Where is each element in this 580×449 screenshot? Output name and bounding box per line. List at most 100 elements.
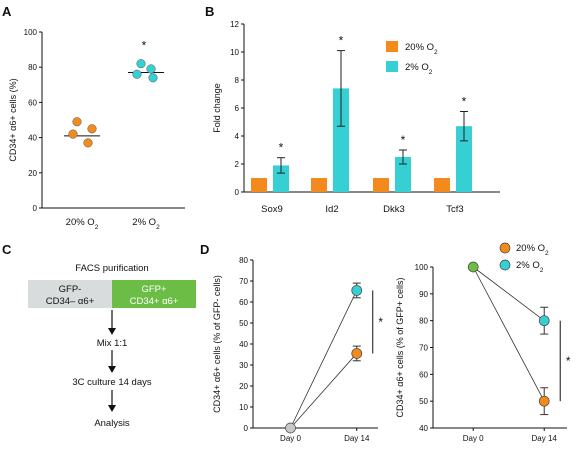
y-tick-label: 40 — [419, 424, 428, 433]
y-tick-label: 80 — [28, 63, 37, 72]
data-point-day0 — [467, 261, 479, 273]
y-tick-label: 0 — [235, 188, 240, 197]
legend-subscript: 2 — [540, 267, 544, 274]
bar-20pct-o2 — [251, 178, 267, 192]
data-point — [136, 59, 146, 69]
legend-marker-2pct — [499, 259, 511, 271]
y-tick-label: 100 — [415, 263, 429, 272]
y-tick-label: 70 — [419, 344, 428, 353]
panel-a-scatter-chart: 0 20 40 60 80 100 CD34+ α6+ cells (%) 20% O2 2% … — [8, 28, 185, 231]
y-tick-label: 80 — [239, 256, 248, 265]
x-category-subscript: 2 — [95, 224, 99, 231]
significance-asterisk: * — [401, 133, 406, 147]
bar-20pct-o2 — [434, 178, 450, 192]
series-line — [290, 353, 358, 429]
y-tick-label: 20 — [28, 169, 37, 178]
flow-arrowhead-2 — [108, 366, 116, 373]
significance-asterisk: * — [378, 315, 383, 329]
y-tick-label: 8 — [235, 76, 240, 85]
significance-asterisk: * — [462, 95, 467, 109]
x-category-subscript: 2 — [156, 224, 160, 231]
significance-asterisk: * — [566, 354, 571, 368]
bar-20pct-o2 — [373, 178, 389, 192]
x-category-label: Id2 — [325, 204, 338, 215]
flow-arrowhead-1 — [108, 328, 116, 335]
gfp-positive-box — [112, 280, 196, 308]
legend-marker-20pct — [499, 242, 511, 254]
legend-label-2pct: 2% O2 — [516, 260, 544, 274]
data-point — [72, 117, 82, 127]
data-point — [68, 129, 78, 139]
data-point-day14 — [538, 395, 550, 407]
y-tick-label: 2 — [235, 160, 240, 169]
data-point — [87, 124, 97, 134]
x-category-label: Day 14 — [532, 434, 558, 443]
y-axis-label: CD34+ α6+ cells (% of GFP- cells) — [212, 275, 222, 413]
series-line — [472, 266, 545, 402]
y-tick-label: 70 — [239, 277, 248, 286]
panel-d-right-line-chart: 40 50 60 70 80 90 100 CD34+ α6+ cells (% of GFP… — [395, 242, 571, 443]
legend-subscript: 2 — [429, 69, 433, 76]
panel-b-bar-chart: 0 2 4 6 8 10 12 Fold change Sox9 * Id2 * Dkk3 * Tcf3 * 2… — [212, 20, 500, 215]
x-category-label: 2% O2 — [132, 217, 160, 231]
panel-letter-c: C — [2, 242, 12, 257]
series-line — [472, 266, 545, 321]
significance-asterisk: * — [142, 39, 147, 53]
flow-arrowhead-3 — [108, 405, 116, 412]
legend-subscript: 2 — [434, 49, 438, 56]
gfp-negative-line2: CD34– α6+ — [46, 296, 95, 307]
legend-label-2pct: 2% O2 — [405, 62, 433, 76]
y-tick-label: 60 — [239, 298, 248, 307]
legend-label-20pct: 20% O2 — [405, 42, 438, 56]
data-point — [83, 138, 93, 148]
x-category-label: Dkk3 — [383, 204, 405, 215]
data-point-day0 — [285, 422, 296, 434]
y-axis-label: CD34+ α6+ cells (%) — [8, 78, 18, 161]
bar-2pct-o2 — [333, 88, 349, 192]
y-tick-label: 20 — [239, 382, 248, 391]
legend-subscript: 2 — [545, 250, 549, 257]
x-category-label: Tcf3 — [446, 204, 463, 215]
series-line — [290, 290, 358, 429]
gfp-positive-line2: CD34+ α6+ — [130, 296, 179, 307]
y-tick-label: 100 — [24, 28, 38, 37]
bar-2pct-o2 — [273, 165, 289, 192]
panel-letter-b: B — [205, 4, 214, 19]
data-point — [148, 73, 158, 83]
gfp-negative-box — [28, 280, 112, 308]
y-axis-label: Fold change — [212, 83, 222, 133]
gfp-negative-line1: GFP- — [59, 284, 82, 295]
data-point-day14 — [351, 285, 363, 296]
data-point — [146, 64, 156, 74]
bar-2pct-o2 — [456, 126, 472, 192]
data-point — [132, 69, 142, 79]
y-tick-label: 40 — [28, 134, 37, 143]
y-axis-label: CD34+ α6+ cells (% of GFP+ cells) — [395, 277, 405, 417]
x-category-label: Day 14 — [344, 434, 370, 443]
bar-20pct-o2 — [311, 178, 327, 192]
flow-step-culture: 3C culture 14 days — [72, 377, 151, 388]
gfp-positive-line1: GFP+ — [141, 284, 167, 295]
x-category-label: 20% O2 — [66, 217, 99, 231]
y-tick-label: 0 — [244, 424, 249, 433]
x-category-label: Sox9 — [261, 204, 283, 215]
y-tick-label: 10 — [239, 403, 248, 412]
y-tick-label: 4 — [235, 132, 240, 141]
panel-letter-d: D — [200, 242, 209, 257]
significance-asterisk: * — [339, 34, 344, 48]
y-tick-label: 30 — [239, 361, 248, 370]
bar-2pct-o2 — [395, 157, 411, 192]
legend-swatch-20pct — [386, 41, 398, 52]
y-tick-label: 80 — [419, 317, 428, 326]
legend-swatch-2pct — [386, 61, 398, 72]
panel-c-flowchart: FACS purification GFP- CD34– α6+ GFP+ CD… — [28, 263, 196, 429]
y-tick-label: 50 — [419, 397, 428, 406]
data-point-day14 — [538, 315, 550, 327]
y-tick-label: 60 — [28, 98, 37, 107]
y-tick-label: 10 — [230, 48, 239, 57]
y-tick-label: 12 — [230, 20, 239, 29]
y-tick-label: 90 — [419, 290, 428, 299]
panel-d-left-line-chart: 0 10 20 30 40 50 60 70 80 CD34+ α6+ cells (% of G… — [212, 256, 383, 443]
x-category-label: Day 0 — [463, 434, 484, 443]
